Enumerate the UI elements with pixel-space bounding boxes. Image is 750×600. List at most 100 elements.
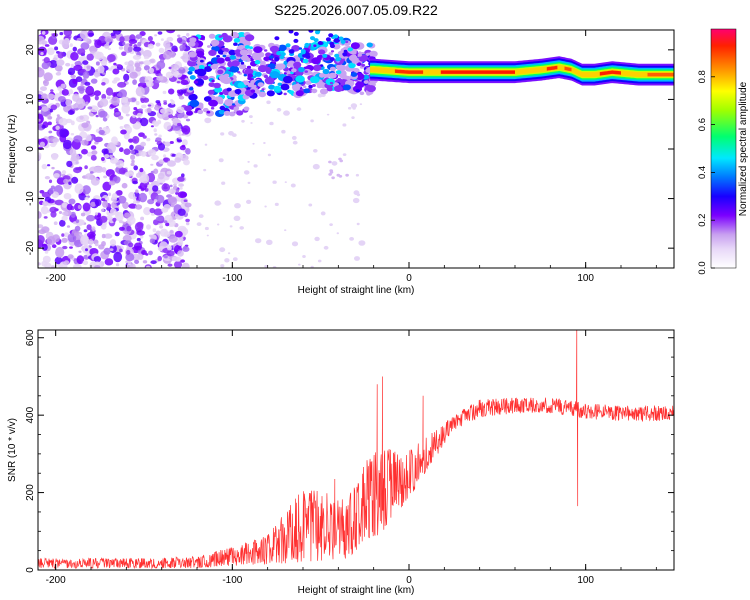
noise-blob <box>50 89 54 92</box>
ridge-blob <box>303 88 311 94</box>
ridge-band <box>370 64 674 78</box>
noise-blob <box>206 234 209 237</box>
noise-blob <box>247 181 251 184</box>
noise-blob <box>115 263 120 267</box>
ridge-blob <box>228 90 237 98</box>
ridge-blob <box>188 66 195 72</box>
noise-blob <box>127 216 136 225</box>
noise-blob <box>266 239 273 245</box>
noise-blob <box>66 160 73 168</box>
noise-blob <box>276 107 282 112</box>
ridge-blob <box>280 52 286 57</box>
noise-blob <box>41 191 51 198</box>
ridge-blob <box>328 160 332 164</box>
noise-blob <box>69 246 73 249</box>
noise-blob <box>266 100 271 105</box>
noise-blob <box>127 98 132 103</box>
y-tick-label: 200 <box>25 484 36 501</box>
noise-blob <box>85 173 94 180</box>
ridge-blob <box>291 68 297 73</box>
ridge-blob <box>184 105 193 112</box>
noise-blob <box>204 117 212 124</box>
noise-blob <box>352 197 360 204</box>
noise-blob <box>185 84 191 89</box>
noise-blob <box>101 157 105 161</box>
noise-blob <box>153 208 163 216</box>
colorbar: 0.0 0.2 0.4 0.6 0.8 Normalized spectral ampl… <box>697 28 749 275</box>
ridge-blob <box>247 73 254 78</box>
noise-blob <box>153 128 157 133</box>
ridge-blob <box>325 37 331 42</box>
ridge-blob <box>188 51 197 58</box>
ridge-blob <box>303 85 307 88</box>
noise-blob <box>86 214 96 222</box>
noise-blob <box>71 153 80 161</box>
noise-blob <box>284 229 287 232</box>
ridge-blob <box>311 57 321 65</box>
noise-blob <box>126 225 132 232</box>
noise-blob <box>68 71 72 75</box>
noise-blob <box>132 79 138 85</box>
ridge-blob <box>208 49 217 57</box>
colorbar-tick-label: 0.0 <box>697 261 708 274</box>
noise-blob <box>80 212 86 217</box>
ridge-blob <box>246 65 252 69</box>
noise-blob <box>48 130 53 134</box>
noise-blob <box>89 45 98 53</box>
noise-blob <box>232 257 238 261</box>
noise-blob <box>308 203 313 207</box>
ridge-blob <box>317 41 323 45</box>
noise-blob <box>74 232 78 237</box>
noise-blob <box>105 87 114 96</box>
noise-blob <box>100 60 108 66</box>
ridge-blob <box>188 93 198 101</box>
noise-blob <box>83 37 90 42</box>
ridge-blob <box>247 82 254 88</box>
noise-blob <box>68 181 72 185</box>
noise-blob <box>291 241 299 247</box>
ridge-blob <box>186 110 193 116</box>
noise-blob <box>221 181 226 185</box>
ridge-blob <box>328 72 337 79</box>
snr-series-line <box>38 330 674 570</box>
noise-blob <box>117 64 122 68</box>
noise-blob <box>99 98 109 107</box>
ridge-blob <box>305 80 312 85</box>
noise-blob <box>109 248 114 252</box>
noise-blob <box>177 34 181 38</box>
noise-blob <box>128 138 134 143</box>
noise-blob <box>104 233 113 239</box>
ridge-blob <box>243 73 247 77</box>
noise-blob <box>150 260 157 265</box>
ridge-blob <box>361 63 366 67</box>
noise-blob <box>176 89 181 94</box>
ridge-blob <box>333 38 340 43</box>
noise-blob <box>159 225 164 229</box>
noise-blob <box>166 245 172 251</box>
ridge-blob <box>332 43 341 50</box>
ridge-blob <box>244 68 254 75</box>
noise-blob <box>78 250 82 253</box>
noise-blob <box>147 36 153 42</box>
noise-blob <box>119 147 124 153</box>
noise-blob <box>356 222 360 226</box>
noise-blob <box>228 131 234 136</box>
noise-blob <box>134 204 143 210</box>
noise-blob <box>352 106 356 110</box>
noise-blob <box>104 154 110 159</box>
noise-blob <box>79 30 89 40</box>
ridge-blob <box>358 51 362 54</box>
noise-blob <box>63 232 70 238</box>
noise-blob <box>90 201 96 207</box>
noise-blob <box>111 201 117 209</box>
noise-blob <box>234 203 241 209</box>
noise-blob <box>218 158 224 163</box>
noise-blob <box>135 153 140 157</box>
ridge-blob <box>333 34 339 39</box>
noise-blob <box>147 149 157 157</box>
noise-blob <box>98 129 105 135</box>
noise-blob <box>163 100 168 103</box>
noise-blob <box>106 142 117 154</box>
y-tick-label: 10 <box>25 93 36 105</box>
